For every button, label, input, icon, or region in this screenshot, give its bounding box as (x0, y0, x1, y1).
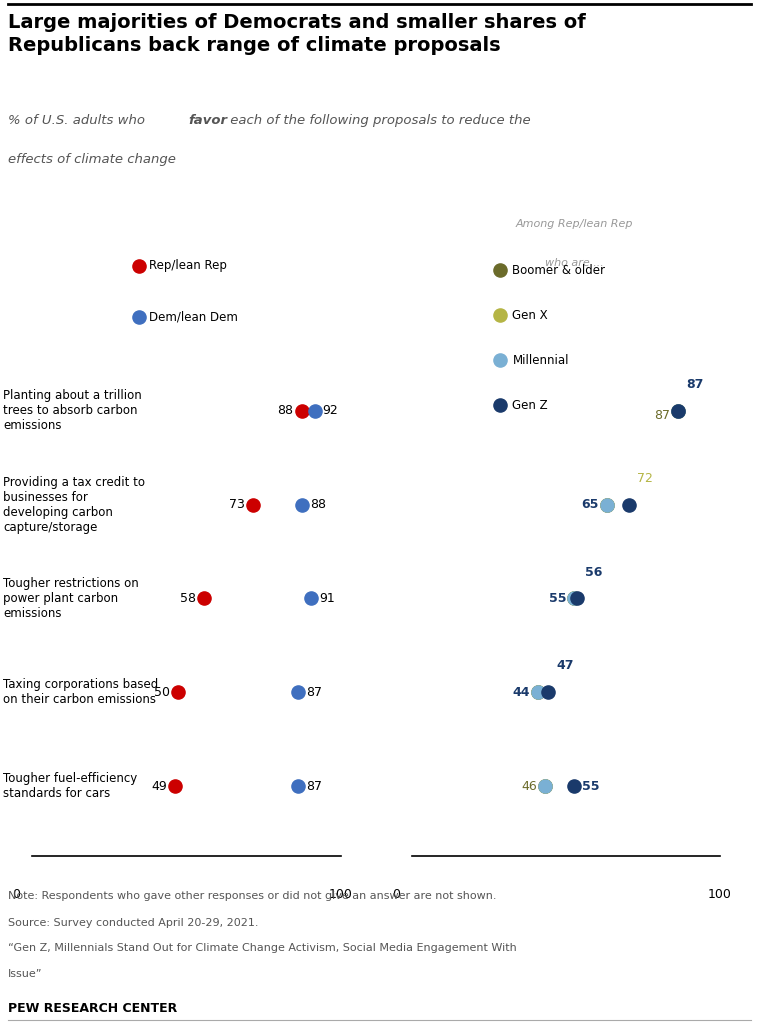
Text: 87: 87 (653, 409, 669, 422)
Point (672, 403, 684, 419)
Point (247, 496, 259, 513)
Point (134, 258, 146, 274)
Text: 50: 50 (154, 685, 170, 699)
Text: 91: 91 (320, 592, 335, 605)
Point (672, 403, 684, 419)
Text: 92: 92 (323, 404, 339, 417)
Text: 58: 58 (180, 592, 197, 605)
Text: Note: Respondents who gave other responses or did not give an answer are not sho: Note: Respondents who gave other respons… (8, 891, 496, 901)
Point (295, 403, 307, 419)
Point (623, 496, 635, 513)
Point (672, 403, 684, 419)
Point (600, 496, 613, 513)
Point (568, 590, 580, 607)
Point (134, 309, 146, 325)
Text: 56: 56 (585, 566, 603, 579)
Point (600, 496, 613, 513)
Point (600, 496, 613, 513)
Text: 72: 72 (638, 472, 653, 485)
Text: 87: 87 (307, 780, 323, 793)
Text: Rep/lean Rep: Rep/lean Rep (150, 259, 227, 272)
Text: 47: 47 (556, 660, 574, 672)
Text: Gen X: Gen X (512, 309, 548, 322)
Point (568, 777, 580, 794)
Text: Gen Z: Gen Z (512, 399, 548, 412)
Point (493, 262, 505, 278)
Point (672, 403, 684, 419)
Point (295, 496, 307, 513)
Point (539, 777, 551, 794)
Text: who are ...: who are ... (545, 258, 603, 268)
Text: % of U.S. adults who: % of U.S. adults who (8, 115, 149, 127)
Text: Dem/lean Dem: Dem/lean Dem (150, 311, 238, 323)
Text: 73: 73 (229, 498, 245, 512)
Point (198, 590, 210, 607)
Text: 65: 65 (581, 498, 598, 512)
Text: 55: 55 (549, 592, 566, 605)
Text: PEW RESEARCH CENTER: PEW RESEARCH CENTER (8, 1002, 177, 1015)
Text: Providing a tax credit to
businesses for
developing carbon
capture/storage: Providing a tax credit to businesses for… (3, 476, 145, 534)
Text: 55: 55 (582, 780, 600, 793)
Text: Issue”: Issue” (8, 969, 42, 979)
Point (568, 590, 580, 607)
Point (532, 684, 544, 701)
Point (572, 590, 584, 607)
Point (539, 777, 551, 794)
Text: Tougher restrictions on
power plant carbon
emissions: Tougher restrictions on power plant carb… (3, 577, 139, 620)
Text: 49: 49 (151, 780, 167, 793)
Point (172, 684, 184, 701)
Text: 46: 46 (521, 780, 537, 793)
Text: Tougher fuel-efficiency
standards for cars: Tougher fuel-efficiency standards for ca… (3, 772, 137, 800)
Text: 88: 88 (278, 404, 294, 417)
Text: Among Rep/lean Rep: Among Rep/lean Rep (515, 219, 633, 229)
Point (493, 307, 505, 323)
Point (493, 397, 505, 413)
Text: Planting about a trillion
trees to absorb carbon
emissions: Planting about a trillion trees to absor… (3, 390, 142, 433)
Point (532, 684, 544, 701)
Point (493, 352, 505, 368)
Point (292, 777, 304, 794)
Text: effects of climate change: effects of climate change (8, 152, 175, 166)
Point (305, 590, 317, 607)
Point (532, 684, 544, 701)
Text: Source: Survey conducted April 20-29, 2021.: Source: Survey conducted April 20-29, 20… (8, 919, 258, 929)
Text: each of the following proposals to reduce the: each of the following proposals to reduc… (226, 115, 531, 127)
Point (309, 403, 321, 419)
Point (539, 777, 551, 794)
Text: Taxing corporations based
on their carbon emissions: Taxing corporations based on their carbo… (3, 678, 159, 706)
Text: “Gen Z, Millennials Stand Out for Climate Change Activism, Social Media Engageme: “Gen Z, Millennials Stand Out for Climat… (8, 943, 516, 952)
Text: 44: 44 (513, 685, 531, 699)
Text: 87: 87 (686, 379, 704, 391)
Point (292, 684, 304, 701)
Point (542, 684, 554, 701)
Text: 88: 88 (310, 498, 326, 512)
Text: Large majorities of Democrats and smaller shares of
Republicans back range of cl: Large majorities of Democrats and smalle… (8, 13, 585, 55)
Point (568, 590, 580, 607)
Point (169, 777, 181, 794)
Text: Boomer & older: Boomer & older (512, 264, 606, 277)
Text: Millennial: Millennial (512, 354, 569, 367)
Text: favor: favor (188, 115, 227, 127)
Text: 87: 87 (307, 685, 323, 699)
